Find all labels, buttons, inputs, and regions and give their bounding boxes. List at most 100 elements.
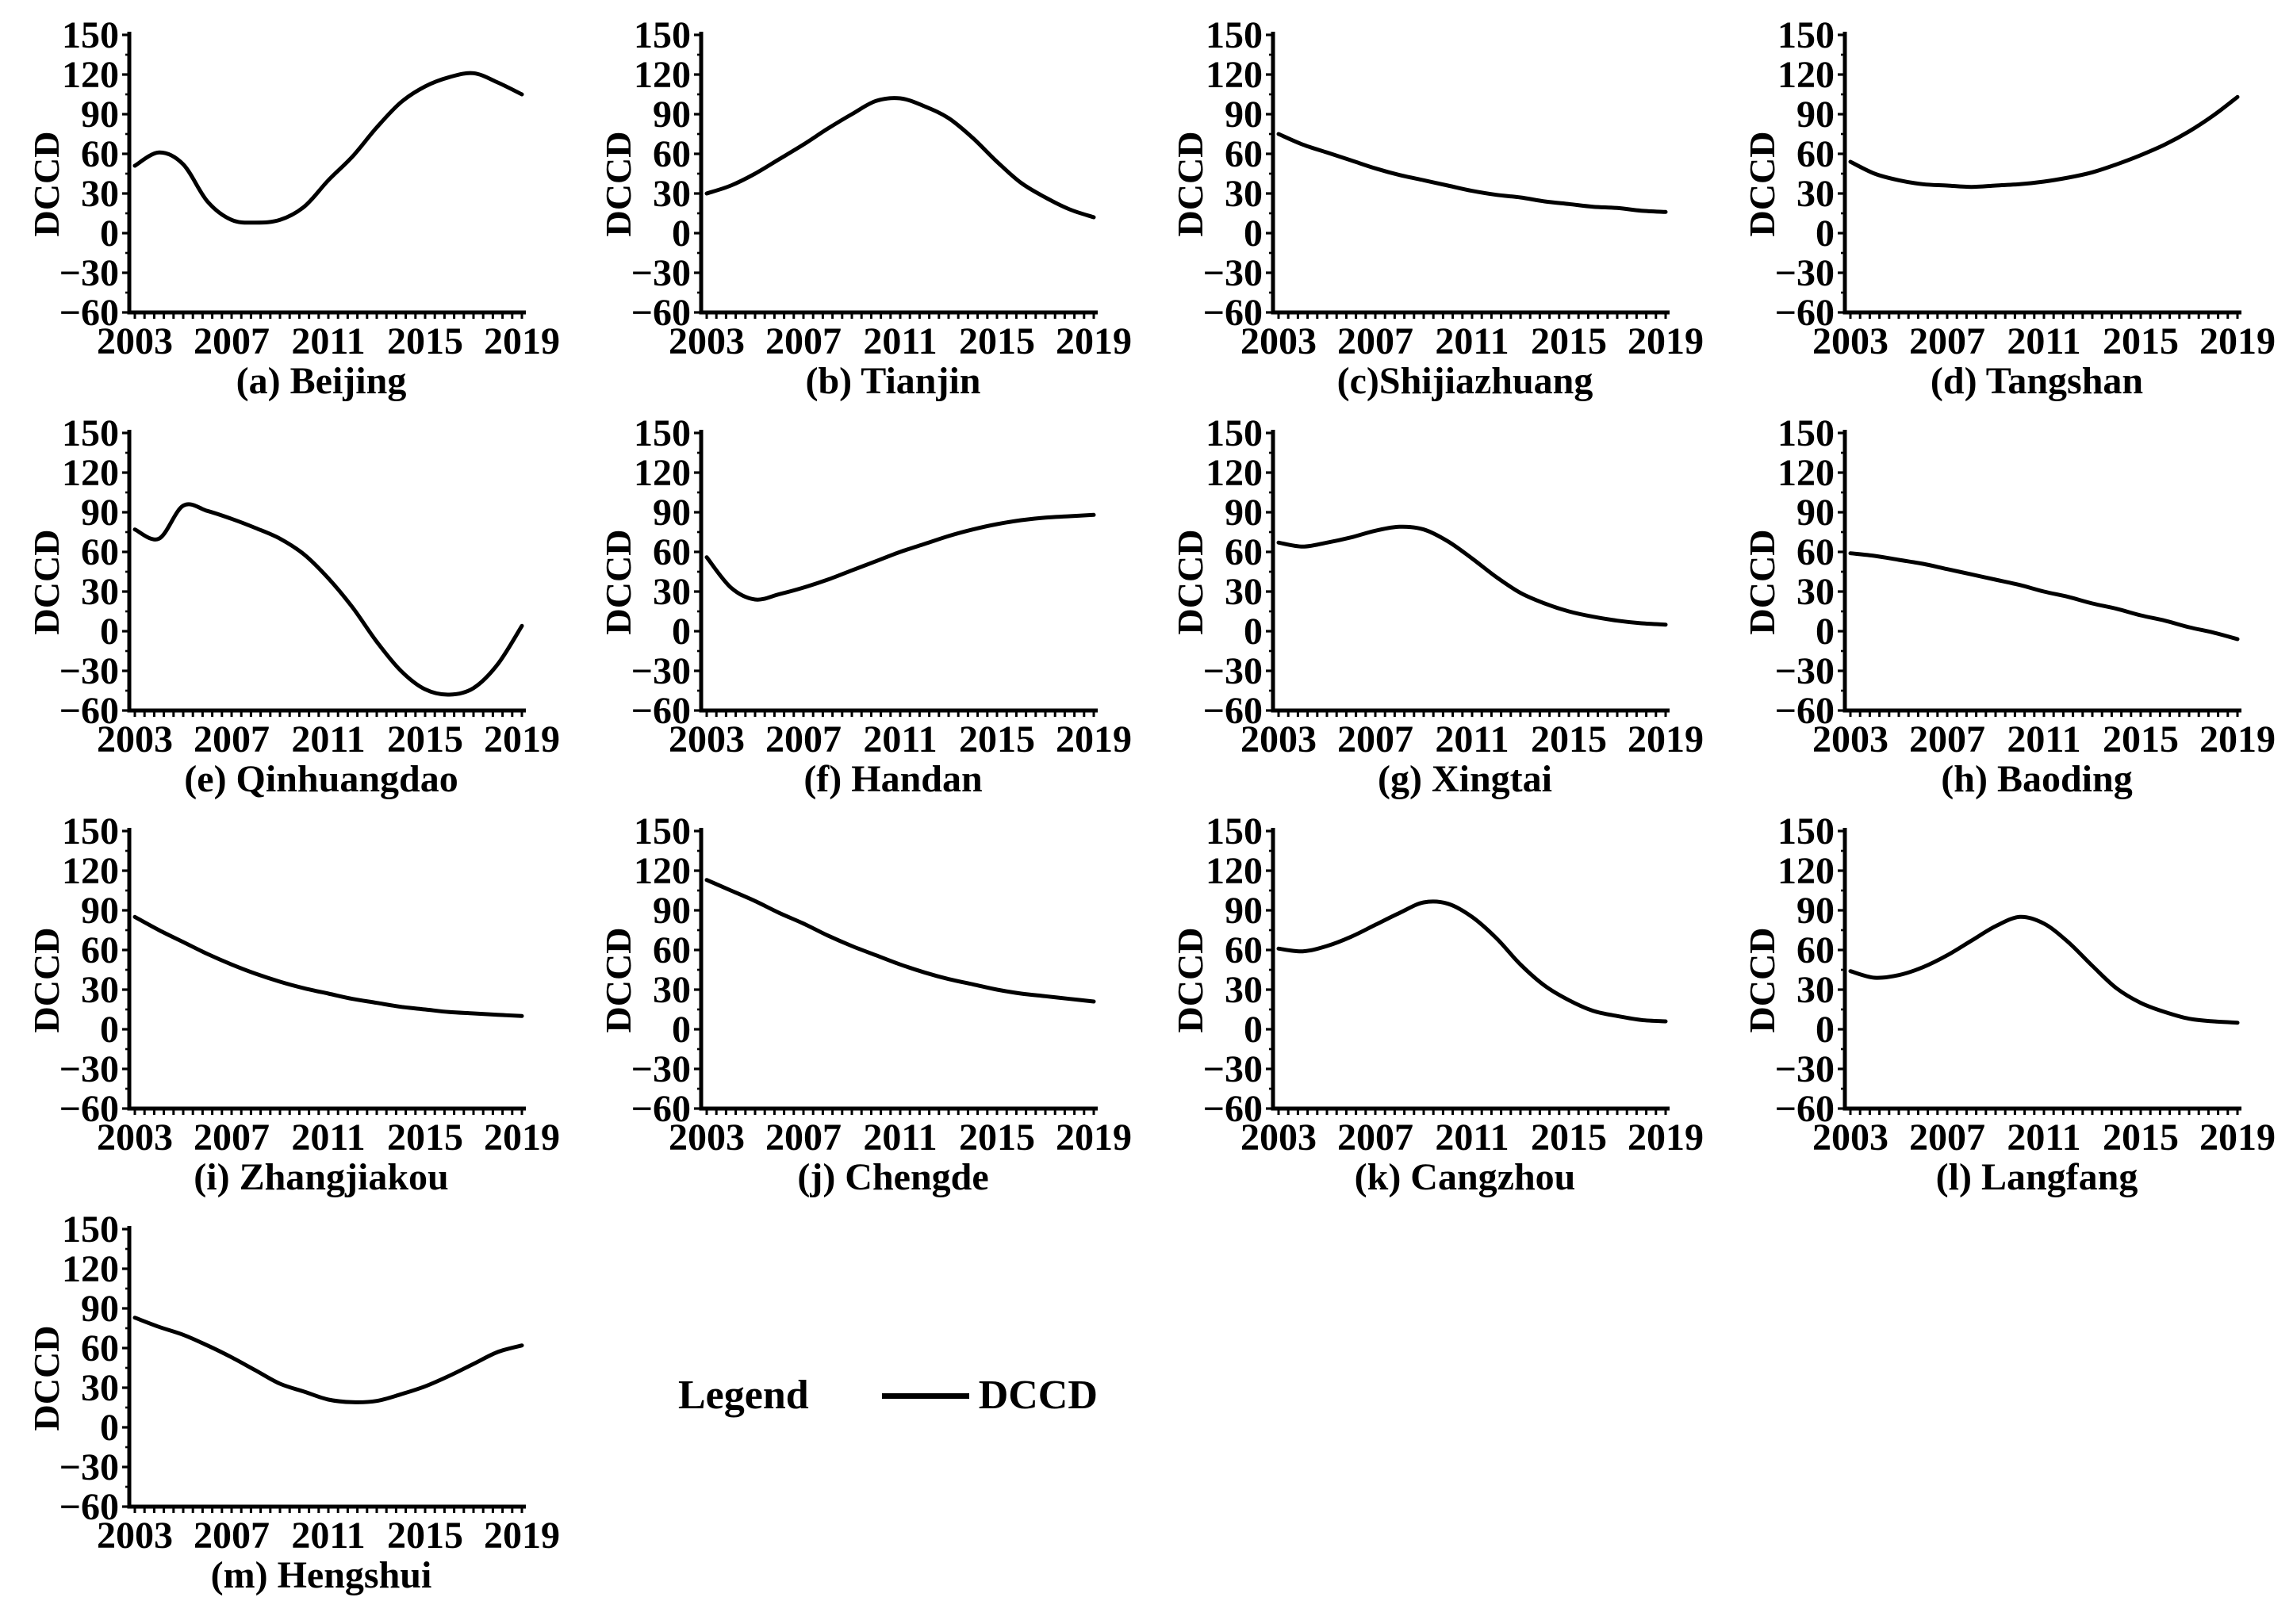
y-tick-label: 90 — [81, 94, 119, 136]
x-tick-label: 2007 — [1909, 320, 1985, 362]
y-tick-label: −60 — [59, 1486, 119, 1528]
chart-caption: (l) Langfang — [1936, 1156, 2138, 1198]
chart-cell-tangshan: 150 120 90 60 30 0 −30 −60 2003 2007 2011 2015 2019 D… — [1716, 0, 2289, 406]
x-tick-label: 2003 — [1812, 1116, 1888, 1159]
x-tick-label: 2015 — [387, 1515, 463, 1557]
y-tick-label: 0 — [1244, 1009, 1263, 1051]
x-tick-label: 2003 — [1240, 1116, 1317, 1159]
x-tick-label: 2011 — [1435, 718, 1509, 760]
x-tick-label: 2007 — [765, 1116, 842, 1159]
x-tick-label: 2015 — [2103, 320, 2179, 362]
x-tick-label: 2015 — [1531, 1116, 1607, 1159]
x-tick-label: 2003 — [1240, 320, 1317, 362]
x-tick-label: 2003 — [97, 320, 173, 362]
y-tick-label: 60 — [81, 1327, 119, 1369]
y-axis-title: DCCD — [598, 132, 638, 237]
dccd-line — [1848, 94, 2240, 190]
x-tick-label: 2015 — [387, 718, 463, 760]
y-tick-label: 0 — [1244, 213, 1263, 255]
chart-caption: (j) Chengde — [797, 1156, 988, 1198]
y-tick-label: 90 — [1225, 492, 1263, 534]
x-tick-label: 2011 — [291, 718, 365, 760]
y-tick-label: 150 — [634, 810, 691, 852]
y-tick-label: 30 — [1225, 969, 1263, 1011]
y-tick-label: 120 — [634, 54, 691, 96]
x-tick-label: 2007 — [1337, 718, 1413, 760]
x-tick-label: 2011 — [291, 320, 365, 362]
y-tick-label: 90 — [653, 890, 691, 932]
x-tick-label: 2015 — [387, 1116, 463, 1159]
y-tick-label: −60 — [59, 1088, 119, 1130]
y-axis-title: DCCD — [26, 132, 67, 237]
x-tick-label: 2003 — [669, 718, 745, 760]
y-axis-title: DCCD — [1742, 928, 1782, 1033]
x-tick-label: 2007 — [765, 320, 842, 362]
x-tick-label: 2019 — [484, 320, 560, 362]
y-axis-title: DCCD — [26, 928, 67, 1033]
y-axis-title: DCCD — [1170, 530, 1210, 635]
dccd-line — [132, 502, 524, 697]
y-tick-label: 0 — [1244, 611, 1263, 653]
chart-caption: (m) Hengshui — [211, 1554, 432, 1596]
y-axis-title: DCCD — [598, 928, 638, 1033]
x-tick-label: 2019 — [484, 718, 560, 760]
y-tick-label: 120 — [634, 850, 691, 892]
y-tick-label: 60 — [1225, 531, 1263, 573]
x-tick-label: 2011 — [863, 718, 937, 760]
legend-line-swatch — [881, 1392, 969, 1399]
y-tick-label: −30 — [59, 1048, 119, 1090]
chart-caption: (c)Shijiazhuang — [1337, 360, 1593, 402]
x-tick-label: 2019 — [1056, 320, 1132, 362]
y-tick-label: 30 — [1796, 969, 1835, 1011]
y-tick-label: 60 — [1225, 929, 1263, 971]
chart-caption: (e) Qinhuangdao — [184, 758, 458, 800]
y-tick-label: −60 — [631, 690, 691, 732]
x-tick-label: 2007 — [765, 718, 842, 760]
chart-cell-cangzhou: 150 120 90 60 30 0 −30 −60 2003 2007 2011 2015 2019 D… — [1144, 796, 1717, 1202]
y-tick-label: −60 — [1203, 690, 1263, 732]
y-tick-label: 120 — [62, 850, 119, 892]
y-tick-label: 0 — [100, 1407, 119, 1449]
y-tick-label: 60 — [653, 133, 691, 175]
x-tick-label: 2019 — [2199, 1116, 2276, 1159]
y-tick-label: 150 — [634, 14, 691, 56]
y-tick-label: 150 — [1206, 810, 1263, 852]
x-tick-label: 2015 — [959, 1116, 1035, 1159]
chart-cell-shijiazhuang: 150 120 90 60 30 0 −30 −60 2003 2007 2011 2015 2019 D… — [1144, 0, 1717, 406]
chart-cell-handan: 150 120 90 60 30 0 −30 −60 2003 2007 2011 2015 2019 D… — [572, 398, 1145, 804]
y-tick-label: 0 — [100, 213, 119, 255]
y-tick-label: 60 — [1796, 133, 1835, 175]
dccd-line — [132, 71, 524, 225]
x-tick-label: 2011 — [2007, 1116, 2080, 1159]
y-tick-label: 30 — [81, 969, 119, 1011]
y-tick-label: 90 — [81, 492, 119, 534]
y-tick-label: 30 — [81, 1367, 119, 1409]
dccd-line — [1276, 524, 1668, 627]
dccd-line — [704, 96, 1096, 220]
y-tick-label: 90 — [81, 1288, 119, 1330]
y-tick-label: 90 — [653, 492, 691, 534]
y-tick-label: 120 — [1206, 452, 1263, 494]
y-tick-label: −60 — [631, 292, 691, 334]
y-tick-label: 60 — [653, 531, 691, 573]
x-tick-label: 2019 — [1056, 1116, 1132, 1159]
x-tick-label: 2019 — [1628, 320, 1704, 362]
x-tick-label: 2019 — [2199, 320, 2276, 362]
y-tick-label: 90 — [1796, 94, 1835, 136]
y-tick-label: 30 — [653, 969, 691, 1011]
y-tick-label: 90 — [1796, 890, 1835, 932]
chart-cell-xingtai: 150 120 90 60 30 0 −30 −60 2003 2007 2011 2015 2019 D… — [1144, 398, 1717, 804]
y-tick-label: 150 — [1206, 14, 1263, 56]
legend: Legend DCCD — [678, 1370, 1098, 1421]
y-tick-label: 0 — [672, 213, 691, 255]
y-tick-label: 120 — [62, 1248, 119, 1290]
x-tick-label: 2007 — [1337, 320, 1413, 362]
y-tick-label: −60 — [59, 690, 119, 732]
dccd-line — [1276, 132, 1668, 214]
x-tick-label: 2003 — [1812, 320, 1888, 362]
y-tick-label: −60 — [631, 1088, 691, 1130]
